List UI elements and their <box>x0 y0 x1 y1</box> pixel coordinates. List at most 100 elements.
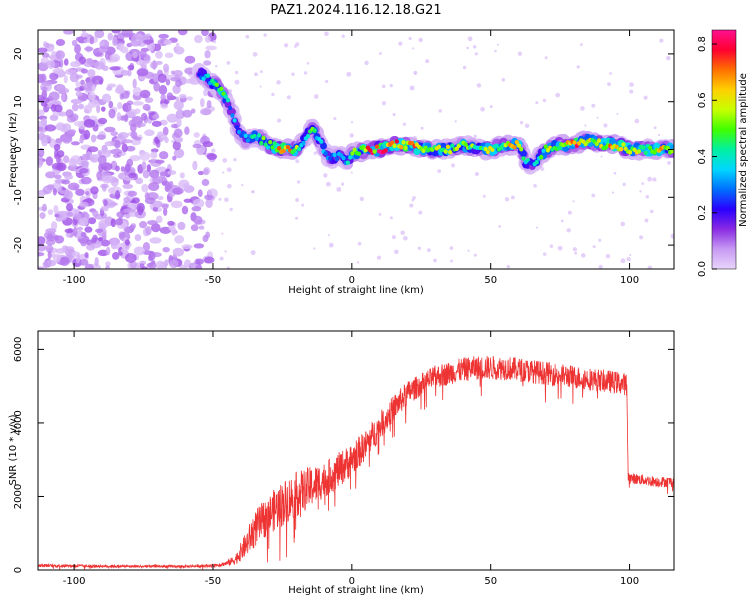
ridge-cell <box>345 160 351 165</box>
ridge-cell <box>628 150 633 155</box>
noise-cell <box>104 126 116 133</box>
y-tick-label: 20 <box>13 48 24 61</box>
weak-cell <box>482 194 486 198</box>
noise-cell <box>203 256 215 264</box>
noise-cell <box>79 201 89 208</box>
noise-cell <box>75 36 83 42</box>
ridge-cell <box>221 91 226 96</box>
ridge-cell <box>596 138 602 143</box>
noise-cell <box>46 59 56 70</box>
noise-cell <box>41 203 47 212</box>
noise-cell <box>88 217 97 225</box>
weak-cell <box>295 159 300 164</box>
weak-cell <box>336 186 342 192</box>
weak-cell <box>643 95 648 100</box>
noise-cell <box>45 228 57 234</box>
noise-cell <box>204 50 211 59</box>
weak-cell <box>572 200 575 203</box>
noise-cell <box>175 79 183 87</box>
noise-cell <box>38 251 45 257</box>
weak-cell <box>437 169 442 174</box>
noise-cell <box>141 112 148 121</box>
noise-cell <box>163 207 168 217</box>
ridge-cell <box>621 142 626 147</box>
noise-cell <box>176 117 182 128</box>
noise-cell <box>84 252 89 258</box>
colorbar-gradient <box>711 29 737 270</box>
weak-cell <box>574 251 578 255</box>
weak-cell <box>327 234 330 237</box>
weak-cell <box>560 219 564 223</box>
ridge-cell <box>608 137 616 146</box>
weak-cell <box>542 252 547 256</box>
weak-cell <box>229 207 233 212</box>
ridge-cell <box>653 142 661 151</box>
noise-cell <box>178 93 187 99</box>
weak-cell <box>259 85 262 88</box>
noise-cell <box>141 161 147 171</box>
noise-cell <box>203 89 209 97</box>
weak-cell <box>639 190 642 193</box>
weak-cell <box>226 61 231 65</box>
noise-cell <box>38 266 44 269</box>
weak-cell <box>584 124 587 127</box>
noise-cell <box>159 226 172 234</box>
noise-cell <box>56 150 65 158</box>
noise-cell <box>173 148 185 159</box>
weak-cell <box>413 70 418 75</box>
noise-cell <box>52 67 64 75</box>
ridge-cell <box>399 145 404 150</box>
weak-cell <box>620 221 626 227</box>
noise-cell <box>139 122 146 127</box>
noise-cell <box>38 147 45 158</box>
ridge-cell <box>648 145 653 151</box>
y-tick-label: -10 <box>13 189 24 205</box>
noise-cell <box>205 198 213 209</box>
noise-cell <box>143 39 154 44</box>
noise-cell <box>149 237 162 244</box>
noise-cell <box>141 183 149 193</box>
weak-cell <box>609 72 612 75</box>
ridge-cell <box>572 140 577 145</box>
ridge-cell <box>448 149 453 155</box>
noise-cell <box>96 134 106 140</box>
noise-cell <box>205 45 217 51</box>
noise-cell <box>160 103 169 109</box>
weak-cell <box>350 171 353 174</box>
noise-cell <box>128 172 136 179</box>
noise-cell <box>83 129 91 140</box>
noise-cell <box>125 252 137 263</box>
noise-cell <box>80 79 85 86</box>
weak-cell <box>276 80 281 85</box>
noise-cell <box>177 221 186 231</box>
weak-cell <box>214 64 218 68</box>
noise-cell <box>166 113 178 123</box>
noise-cell <box>81 153 91 161</box>
noise-cell <box>192 143 202 149</box>
noise-cell <box>172 155 177 161</box>
weak-cell <box>667 160 671 165</box>
ridge-cell <box>265 145 271 150</box>
noise-cell <box>148 254 154 262</box>
weak-cell <box>576 65 580 69</box>
noise-cell <box>38 191 45 197</box>
noise-cell <box>146 219 158 226</box>
y-tick-label: 2000 <box>13 484 24 509</box>
ridge-cell <box>512 145 517 150</box>
ridge-cell <box>259 140 264 146</box>
noise-cell <box>204 194 214 200</box>
noise-cell <box>132 87 142 96</box>
ridge-cell <box>268 139 273 145</box>
colorbar-tick-label: 0.8 <box>697 36 708 52</box>
weak-cell <box>325 79 329 84</box>
noise-cell <box>46 235 56 242</box>
noise-cell <box>85 191 90 196</box>
noise-cell <box>165 182 172 191</box>
noise-cell <box>93 61 105 70</box>
noise-cell <box>97 117 108 125</box>
weak-cell <box>350 121 354 124</box>
noise-cell <box>135 177 144 185</box>
noise-cell <box>123 208 135 213</box>
ridge-cell <box>214 82 219 88</box>
weak-cell <box>480 106 485 112</box>
